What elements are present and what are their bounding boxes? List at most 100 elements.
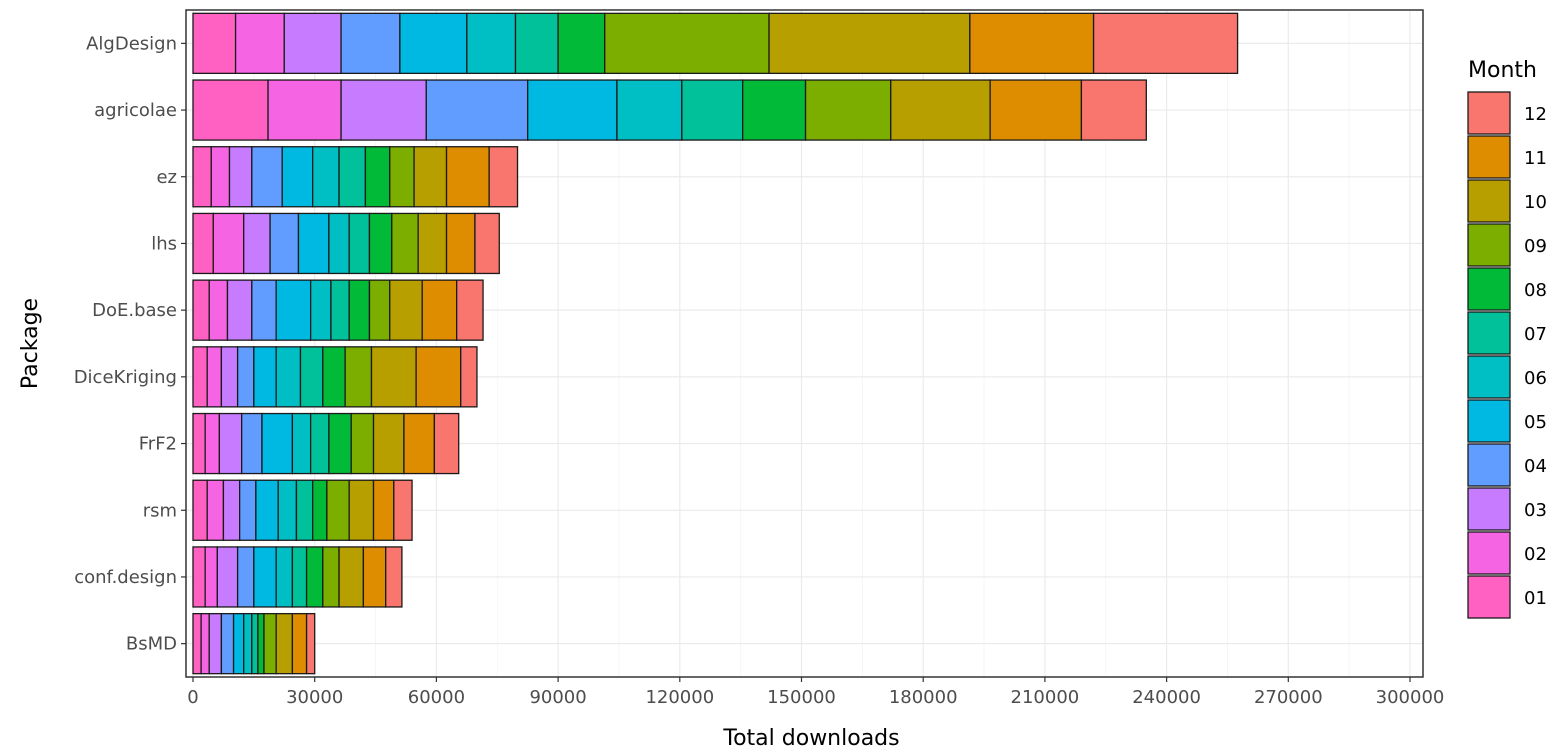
x-tick-label: 240000 [1132,687,1201,708]
bar-segment-lhs-04 [269,212,300,275]
legend-key-05 [1467,399,1511,443]
bar-segment-agricolae-10 [890,79,991,141]
legend-key-10 [1467,179,1511,223]
bar-segment-DoE.base-02 [208,279,229,341]
bar-segment-ez-02 [210,146,231,208]
bar-segment-DiceKriging-04 [236,346,255,408]
bar-segment-rsm-06 [277,479,298,541]
legend-key-07 [1467,311,1511,355]
y-tick-label: ez [156,167,177,188]
legend-key-06 [1467,355,1511,399]
bar-segment-DiceKriging-03 [220,346,239,408]
bar-segment-FrF2-03 [218,412,243,475]
bar-segment-agricolae-12 [1080,79,1147,141]
bar-segment-ez-07 [338,146,367,208]
bar-segment-BsMD-07 [251,612,259,675]
bar-segment-AlgDesign-05 [399,12,468,75]
bar-segment-DoE.base-03 [226,279,253,341]
y-tick-label: FrF2 [139,434,177,455]
x-tick-label: 210000 [1011,687,1080,708]
bar-segment-FrF2-04 [241,412,263,475]
bar-segment-DoE.base-11 [421,279,458,341]
bar-segment-AlgDesign-03 [283,12,342,75]
legend-key-01 [1467,575,1511,619]
bar-segment-BsMD-05 [232,612,245,675]
bar-segment-AlgDesign-04 [340,12,401,75]
bar-segment-rsm-03 [222,479,241,541]
bar-segment-rsm-12 [393,479,413,541]
bar-segment-DoE.base-08 [348,279,371,341]
legend-key-12 [1467,91,1511,135]
bar-segment-AlgDesign-11 [969,12,1095,75]
bar-segment-ez-05 [281,146,314,208]
legend-key-04 [1467,443,1511,487]
bar-segment-conf.design-07 [291,546,308,608]
plot-panel-border [185,9,1424,678]
bar-segment-rsm-10 [348,479,375,541]
bar-segment-agricolae-02 [267,79,342,141]
x-tick-label: 90000 [529,687,586,708]
legend-label: 05 [1524,412,1547,433]
bar-segment-DoE.base-07 [330,279,350,341]
legend-key-09 [1467,223,1511,267]
legend-label: 01 [1524,588,1547,609]
y-tick-label: agricolae [94,100,177,121]
bar-segment-FrF2-06 [291,412,312,475]
bar-segment-DiceKriging-02 [206,346,223,408]
bar-segment-ez-10 [413,146,448,208]
bar-segment-BsMD-08 [257,612,265,675]
bar-segment-BsMD-10 [275,612,294,675]
legend-label: 10 [1524,192,1547,213]
bar-segment-DiceKriging-07 [299,346,324,408]
bar-segment-agricolae-07 [681,79,744,141]
bar-segment-conf.design-02 [204,546,218,608]
y-tick-label: rsm [143,500,177,521]
x-tick-label: 30000 [286,687,343,708]
bar-segment-DiceKriging-12 [460,346,478,408]
x-axis-ticks: 0 30000 60000 90000 120000 150000 180000 210000… [187,677,1444,708]
y-tick-label: lhs [151,233,177,254]
legend-title: Month [1468,58,1537,83]
bar-segment-rsm-07 [295,479,314,541]
bar-segment-DiceKriging-08 [322,346,346,408]
bar-segment-lhs-09 [391,212,419,275]
bar-segment-BsMD-04 [220,612,235,675]
x-axis-title: Total downloads [722,726,899,750]
bar-segment-FrF2-08 [328,412,352,475]
legend-key-02 [1467,531,1511,575]
legend-label: 09 [1524,236,1547,257]
bar-segment-rsm-08 [312,479,328,541]
bar-segment-lhs-07 [348,212,371,275]
bar-segment-FrF2-02 [204,412,221,475]
bar-segment-AlgDesign-01 [192,12,237,75]
x-tick-label: 120000 [645,687,714,708]
bar-segment-BsMD-06 [243,612,253,675]
bar-segment-rsm-11 [372,479,395,541]
bar-segment-rsm-01 [192,479,208,541]
bar-segment-agricolae-11 [989,79,1083,141]
bar-segment-DoE.base-10 [389,279,423,341]
bar-segment-BsMD-02 [200,612,210,675]
bar-segment-rsm-05 [255,479,279,541]
bar-segment-agricolae-05 [527,79,618,141]
bar-segment-conf.design-04 [236,546,255,608]
x-tick-label: 60000 [408,687,465,708]
y-tick-label: DiceKriging [74,367,177,388]
legend-key-03 [1467,487,1511,531]
x-tick-label: 270000 [1254,687,1323,708]
bar-segment-ez-12 [488,146,519,208]
bar-segment-BsMD-03 [208,612,223,675]
bar-segment-agricolae-01 [192,79,269,141]
bar-segment-conf.design-03 [216,546,239,608]
bar-segment-ez-09 [389,146,415,208]
legend-label: 11 [1524,148,1547,169]
bar-segment-conf.design-11 [362,546,387,608]
bar-segment-AlgDesign-08 [557,12,606,75]
x-tick-label: 180000 [889,687,958,708]
bar-segment-agricolae-04 [425,79,529,141]
bar-segment-conf.design-06 [275,546,294,608]
bar-segment-DoE.base-12 [456,279,484,341]
bar-segment-lhs-12 [474,212,500,275]
y-tick-label: DoE.base [92,300,177,321]
